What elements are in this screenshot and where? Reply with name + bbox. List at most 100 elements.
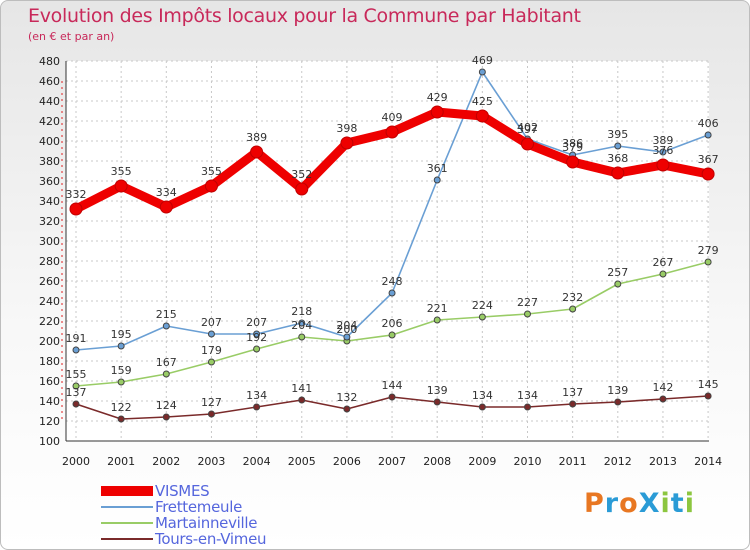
- data-point: [343, 333, 351, 341]
- data-label: 355: [201, 165, 222, 178]
- data-point: [298, 319, 306, 327]
- data-label: 248: [382, 275, 403, 288]
- data-point: [388, 289, 396, 297]
- y-tick-label: 440: [39, 95, 60, 108]
- data-label: 232: [562, 291, 583, 304]
- data-label: 398: [336, 122, 357, 135]
- y-tick-label: 120: [39, 415, 60, 428]
- data-point: [253, 330, 261, 338]
- data-point: [569, 305, 577, 313]
- data-label: 137: [562, 386, 583, 399]
- data-label: 132: [336, 391, 357, 404]
- legend: VISMES Frettemeule Martainneville Tours-…: [101, 482, 267, 548]
- y-tick-label: 280: [39, 255, 60, 268]
- data-point: [72, 400, 80, 408]
- data-point: [701, 167, 715, 181]
- y-tick-label: 460: [39, 75, 60, 88]
- data-label: 144: [382, 379, 403, 392]
- data-label: 267: [652, 256, 673, 269]
- data-label: 134: [517, 389, 538, 402]
- y-tick-label: 180: [39, 355, 60, 368]
- data-label: 355: [111, 165, 132, 178]
- data-label: 141: [291, 382, 312, 395]
- data-point: [72, 382, 80, 390]
- data-point: [253, 403, 261, 411]
- data-label: 406: [698, 117, 719, 130]
- data-point: [521, 137, 534, 151]
- legend-swatch-martainneville: [101, 522, 153, 524]
- data-label: 206: [382, 317, 403, 330]
- legend-swatch-vismes: [101, 486, 153, 496]
- x-tick-label: 2014: [694, 455, 722, 468]
- logo-letter: o: [619, 488, 639, 519]
- data-label: 145: [698, 378, 719, 391]
- y-tick-label: 240: [39, 295, 60, 308]
- data-point: [614, 280, 622, 288]
- x-tick-label: 2008: [423, 455, 451, 468]
- y-tick-label: 220: [39, 315, 60, 328]
- x-tick-label: 2004: [243, 455, 271, 468]
- data-label: 179: [201, 344, 222, 357]
- data-point: [114, 179, 128, 193]
- legend-swatch-tours-en-vimeu: [101, 538, 153, 540]
- data-point: [298, 333, 306, 341]
- y-tick-label: 160: [39, 375, 60, 388]
- logo-letter: r: [604, 488, 620, 519]
- data-label: 425: [472, 95, 493, 108]
- data-point: [524, 403, 531, 411]
- data-point: [704, 392, 712, 400]
- y-tick-label: 260: [39, 275, 60, 288]
- legend-label-tours-en-vimeu: Tours-en-Vimeu: [155, 530, 267, 548]
- data-label: 409: [382, 111, 403, 124]
- legend-swatch-frettemeule: [101, 506, 153, 508]
- y-tick-label: 340: [39, 195, 60, 208]
- data-label: 352: [291, 168, 312, 181]
- y-tick-label: 480: [39, 55, 60, 68]
- data-point: [385, 125, 399, 139]
- data-label: 218: [291, 305, 312, 318]
- y-tick-label: 360: [39, 175, 60, 188]
- logo-letter: i: [684, 488, 695, 519]
- data-point: [207, 358, 215, 366]
- data-point: [433, 176, 441, 184]
- chart-title: Evolution des Impôts locaux pour la Comm…: [28, 5, 581, 27]
- legend-item-vismes: VISMES: [101, 482, 266, 500]
- data-label: 139: [427, 384, 448, 397]
- y-tick-label: 380: [39, 155, 60, 168]
- data-label: 279: [698, 244, 719, 257]
- data-label: 155: [66, 368, 87, 381]
- data-point: [117, 342, 125, 350]
- data-point: [656, 158, 670, 172]
- data-point: [340, 136, 354, 150]
- data-point: [614, 398, 622, 406]
- data-point: [475, 109, 489, 123]
- data-label: 397: [517, 123, 538, 136]
- data-point: [524, 310, 531, 318]
- data-point: [298, 396, 306, 404]
- y-tick-label: 200: [39, 335, 60, 348]
- data-label: 379: [562, 141, 583, 154]
- data-point: [72, 346, 80, 354]
- data-label: 191: [66, 332, 87, 345]
- data-point: [614, 142, 622, 150]
- data-label: 402: [517, 121, 538, 134]
- data-label: 159: [111, 364, 132, 377]
- data-label: 207: [246, 316, 267, 329]
- data-label: 469: [472, 54, 493, 67]
- data-label: 127: [201, 396, 222, 409]
- data-label: 142: [652, 381, 673, 394]
- data-point: [159, 200, 173, 214]
- data-label: 429: [427, 91, 448, 104]
- x-tick-label: 2005: [288, 455, 316, 468]
- data-label: 192: [246, 331, 267, 344]
- data-point: [433, 398, 441, 406]
- y-tick-label: 300: [39, 235, 60, 248]
- x-tick-label: 2007: [378, 455, 406, 468]
- data-point: [162, 322, 170, 330]
- data-point: [659, 148, 667, 156]
- y-tick-label: 140: [39, 395, 60, 408]
- data-label: 200: [336, 323, 357, 336]
- data-label: 224: [472, 299, 493, 312]
- data-point: [388, 393, 396, 401]
